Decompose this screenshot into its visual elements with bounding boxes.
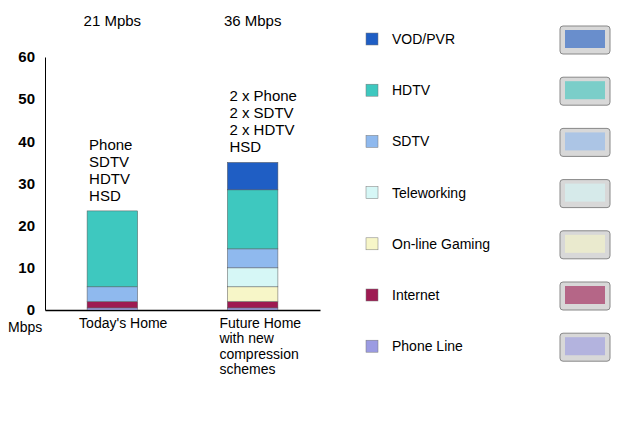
y-tick: 50	[18, 90, 45, 107]
bar-segment	[87, 302, 138, 308]
bar-segment	[87, 210, 138, 211]
legend-icon	[560, 26, 610, 54]
bar-segment	[87, 287, 138, 302]
x-axis-line	[46, 310, 321, 312]
legend-icon	[560, 180, 610, 208]
bar-segment	[227, 268, 278, 287]
y-tick-label: 0	[27, 301, 35, 318]
icon-body	[560, 333, 610, 361]
icon-body	[560, 180, 610, 208]
legend-label: On-line Gaming	[392, 236, 490, 252]
y-tick-label: 10	[18, 259, 35, 276]
bars	[87, 162, 278, 310]
icon-body	[560, 282, 610, 310]
series-bars	[87, 308, 278, 310]
y-axis: 0 10 20 30 40 50 60	[18, 48, 45, 318]
bar-segment	[87, 211, 138, 287]
bar-segment	[227, 308, 278, 310]
y-tick-label: 30	[18, 175, 35, 192]
bar-segment	[227, 302, 278, 308]
bar-segment	[227, 162, 278, 189]
legend-label: Internet	[392, 287, 440, 303]
series-bars	[227, 162, 278, 189]
bar-segment	[227, 287, 278, 302]
y-tick-label: 40	[18, 133, 35, 150]
legend-swatch	[366, 187, 378, 199]
legend-icon	[560, 282, 610, 310]
legend-icon	[560, 77, 610, 105]
legend-label: Phone Line	[392, 338, 463, 354]
series-bars	[87, 190, 278, 287]
series-bars	[87, 302, 278, 308]
y-tick-label: 50	[18, 90, 35, 107]
icon-screen	[565, 337, 605, 355]
legend-swatch	[366, 135, 378, 147]
chart: 0 10 20 30 40 50 60 Today's Home Future Homewith…	[0, 0, 635, 423]
icon-screen	[565, 235, 605, 253]
x-tick-label: Today's Home	[79, 315, 167, 331]
y-tick: 40	[18, 133, 45, 150]
y-tick-label: 20	[18, 217, 35, 234]
y-axis-line	[45, 58, 46, 311]
legend-label: SDTV	[392, 133, 430, 149]
y-tick: 30	[18, 175, 45, 192]
icon-body	[560, 231, 610, 259]
header-label: 21 Mpbs	[84, 12, 142, 29]
y-tick: 0	[27, 301, 45, 318]
bar-annotation: 2 x Phone2 x SDTV2 x HDTVHSD	[229, 87, 297, 155]
legend-icon	[560, 128, 610, 156]
bar-segment	[227, 249, 278, 268]
y-tick-label: 60	[18, 48, 35, 65]
legend-swatch	[366, 340, 378, 352]
legend-icon	[560, 231, 610, 259]
legend-swatch	[366, 289, 378, 301]
x-axis: Today's Home Future Homewith newcompressi…	[46, 310, 321, 377]
x-tick-label: Future Homewith newcompressionschemes	[218, 315, 301, 377]
legend-swatch	[366, 33, 378, 45]
icon-screen	[565, 30, 605, 48]
legend-label: HDTV	[392, 82, 431, 98]
legend-swatch	[366, 238, 378, 250]
series-bars	[227, 268, 278, 287]
legend-swatch	[366, 84, 378, 96]
icon-body	[560, 128, 610, 156]
header-label: 36 Mbps	[224, 12, 282, 29]
icon-screen	[565, 132, 605, 150]
icon-screen	[565, 81, 605, 99]
legend: VOD/PVR HDTV SDTV Teleworking On-line Gaming…	[366, 26, 610, 361]
bar-segment	[87, 308, 138, 310]
bar-segment	[227, 190, 278, 249]
series-bars	[227, 287, 278, 302]
y-tick: 60	[18, 48, 45, 65]
legend-label: Teleworking	[392, 185, 466, 201]
icon-body	[560, 77, 610, 105]
legend-label: VOD/PVR	[392, 31, 455, 47]
y-tick: 20	[18, 217, 45, 234]
icon-screen	[565, 286, 605, 304]
y-tick: 10	[18, 259, 45, 276]
bar-annotation: PhoneSDTVHDTVHSD	[89, 136, 132, 204]
x-tick: Today's Home	[79, 310, 167, 331]
icon-screen	[565, 184, 605, 202]
legend-icon	[560, 333, 610, 361]
y-axis-title: Mbps	[8, 319, 42, 335]
x-tick: Future Homewith newcompressionschemes	[218, 310, 301, 377]
icon-body	[560, 26, 610, 54]
